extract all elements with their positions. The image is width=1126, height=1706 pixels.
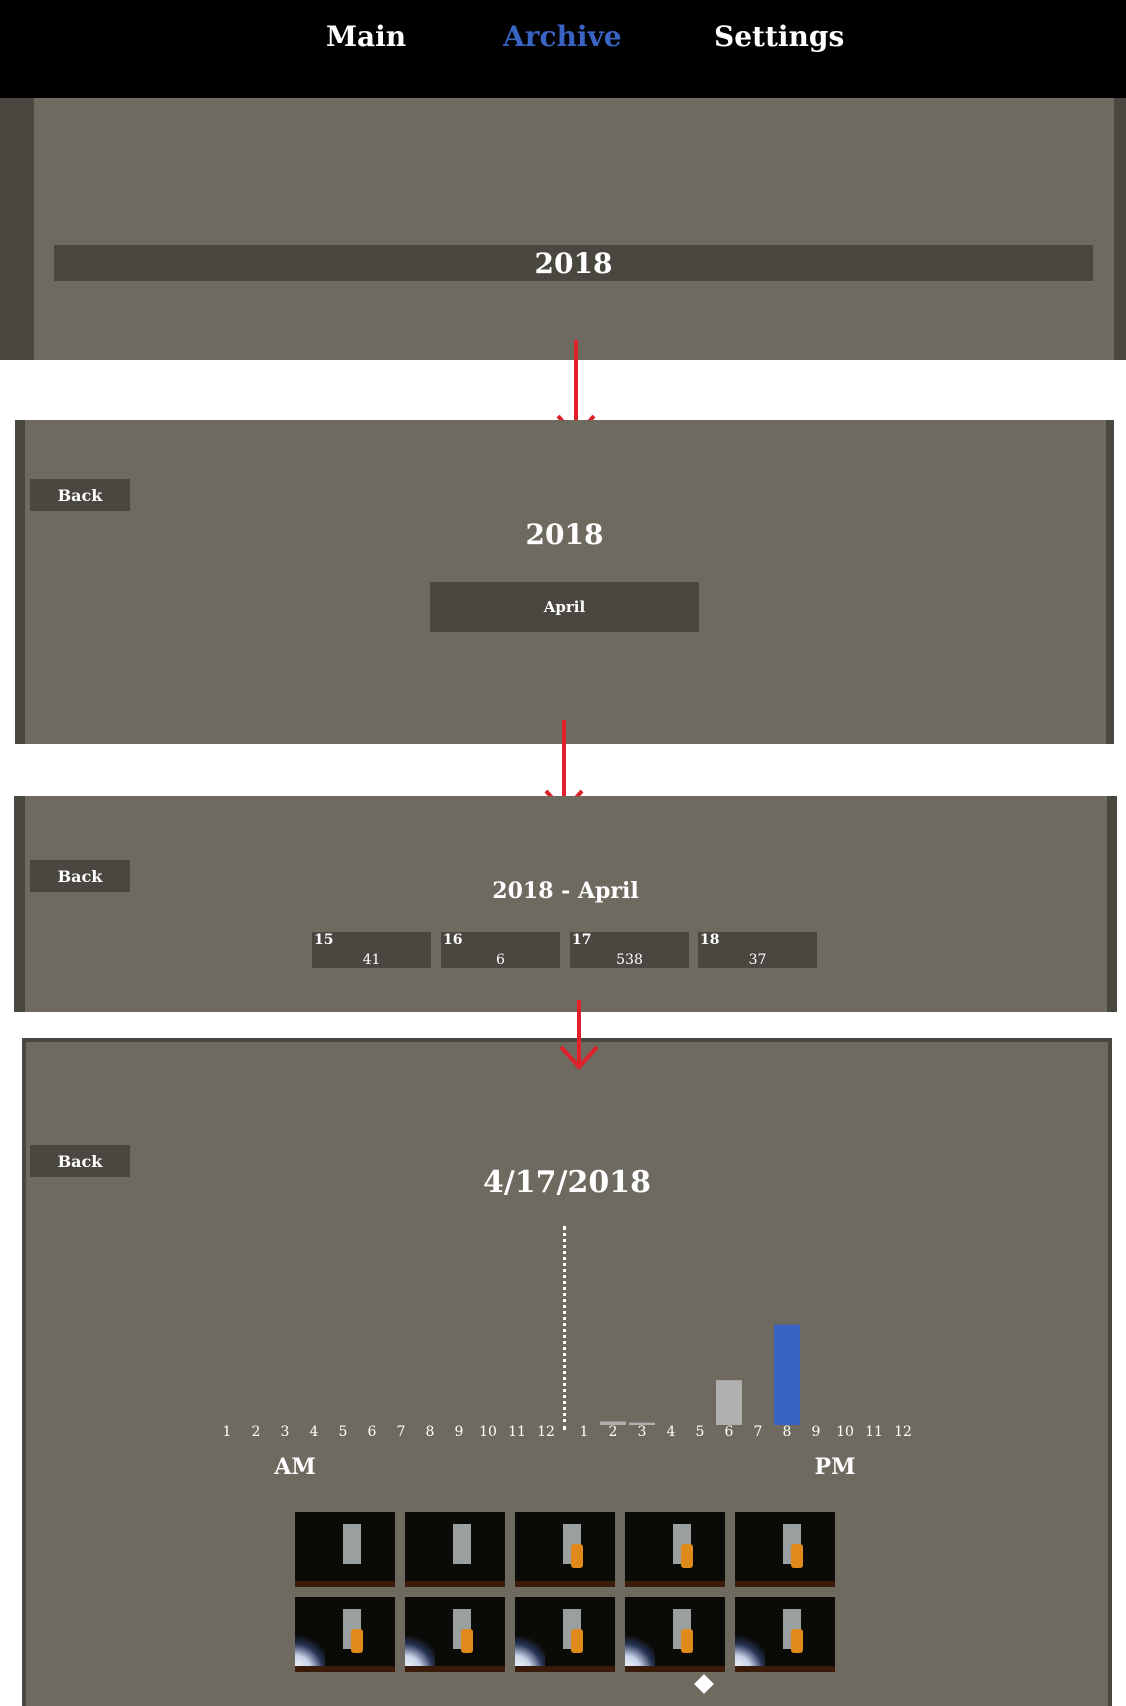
frame-floor-shape (515, 1666, 615, 1672)
frame-glow-shape (351, 1629, 363, 1653)
nav-settings[interactable]: Settings (714, 20, 845, 53)
camera-frame-thumbnail[interactable] (625, 1512, 725, 1587)
back-button[interactable]: Back (30, 1145, 130, 1177)
day-count: 538 (616, 952, 643, 968)
pm-label: PM (814, 1454, 856, 1480)
am-tick-8: 8 (425, 1424, 435, 1440)
panel-edge-right (1114, 98, 1126, 360)
camera-frame-thumbnail[interactable] (625, 1597, 725, 1672)
year-bar-2018[interactable]: 2018 (54, 245, 1093, 281)
am-label: AM (274, 1454, 316, 1480)
hour-histogram (600, 1324, 800, 1425)
frame-glow-shape (571, 1629, 583, 1653)
day-count: 41 (362, 952, 381, 968)
frame-glow-shape (571, 1544, 583, 1568)
am-tick-3: 3 (280, 1424, 290, 1440)
camera-frame-thumbnail[interactable] (735, 1512, 835, 1587)
frame-floor-shape (515, 1581, 615, 1587)
current-time-marker (563, 1226, 566, 1430)
pm-tick-1: 1 (579, 1424, 589, 1440)
camera-frame-thumbnail[interactable] (735, 1597, 835, 1672)
day-cell-15[interactable]: 15 41 (312, 932, 431, 968)
frame-glow-shape (461, 1629, 473, 1653)
panel-edge-right (1107, 796, 1117, 1012)
back-button[interactable]: Back (30, 479, 130, 511)
date-title: 4/17/2018 (482, 1165, 652, 1200)
hour-bar-pm-3[interactable] (629, 1422, 655, 1425)
day-list-panel: Back 2018 - April 15 41 16 6 17 538 18 3… (14, 796, 1117, 1012)
year-list-panel: 2018 (0, 98, 1126, 360)
frame-floor-shape (405, 1666, 505, 1672)
flow-arrow-3 (559, 1000, 599, 1070)
day-count: 6 (496, 952, 505, 968)
nav-main[interactable]: Main (326, 20, 407, 53)
camera-frame-thumbnail[interactable] (295, 1512, 395, 1587)
am-tick-7: 7 (396, 1424, 406, 1440)
back-button[interactable]: Back (30, 860, 130, 892)
top-nav: Main Archive Settings (0, 0, 1126, 98)
am-tick-1: 1 (222, 1424, 232, 1440)
pm-tick-9: 9 (811, 1424, 821, 1440)
pm-tick-3: 3 (637, 1424, 647, 1440)
day-number: 18 (700, 932, 720, 948)
am-tick-12: 12 (537, 1424, 555, 1440)
camera-frame-thumbnail[interactable] (515, 1512, 615, 1587)
camera-frame-thumbnail[interactable] (405, 1512, 505, 1587)
frame-floor-shape (735, 1666, 835, 1672)
frame-floor-shape (625, 1666, 725, 1672)
day-number: 17 (572, 932, 592, 948)
day-number: 15 (314, 932, 334, 948)
frame-glow-shape (791, 1629, 803, 1653)
day-cell-17[interactable]: 17 538 (570, 932, 689, 968)
month-title: 2018 - April (492, 878, 639, 904)
pm-tick-8: 8 (782, 1424, 792, 1440)
pm-tick-5: 5 (695, 1424, 705, 1440)
pm-tick-12: 12 (894, 1424, 912, 1440)
camera-frame-thumbnail[interactable] (405, 1597, 505, 1672)
hour-bar-pm-8[interactable] (774, 1324, 800, 1425)
camera-frame-thumbnail[interactable] (295, 1597, 395, 1672)
am-tick-9: 9 (454, 1424, 464, 1440)
frame-floor-shape (735, 1581, 835, 1587)
pm-tick-7: 7 (753, 1424, 763, 1440)
month-button-april[interactable]: April (430, 582, 699, 632)
am-tick-4: 4 (309, 1424, 319, 1440)
year-title: 2018 (525, 518, 604, 551)
pm-tick-6: 6 (724, 1424, 734, 1440)
frame-floor-shape (405, 1581, 505, 1587)
nav-archive[interactable]: Archive (503, 20, 622, 53)
frame-floor-shape (295, 1666, 395, 1672)
day-detail-panel (22, 1038, 1112, 1706)
frame-floor-shape (295, 1581, 395, 1587)
hour-bar-pm-2[interactable] (600, 1421, 626, 1425)
am-tick-2: 2 (251, 1424, 261, 1440)
frame-glow-shape (791, 1544, 803, 1568)
pm-tick-2: 2 (608, 1424, 618, 1440)
frame-glow-shape (681, 1544, 693, 1568)
day-cell-16[interactable]: 16 6 (441, 932, 560, 968)
panel-edge-left (0, 98, 34, 360)
pm-tick-11: 11 (865, 1424, 883, 1440)
day-number: 16 (443, 932, 463, 948)
day-count: 37 (748, 952, 767, 968)
am-tick-11: 11 (508, 1424, 526, 1440)
frame-glow-shape (681, 1629, 693, 1653)
frame-door-shape (343, 1524, 361, 1564)
hour-bar-pm-6[interactable] (716, 1380, 742, 1425)
month-list-panel: Back 2018 April (15, 420, 1114, 744)
frame-door-shape (453, 1524, 471, 1564)
am-tick-6: 6 (367, 1424, 377, 1440)
panel-edge-left (15, 420, 25, 744)
panel-edge-left (14, 796, 25, 1012)
camera-frame-thumbnail[interactable] (515, 1597, 615, 1672)
day-cell-18[interactable]: 18 37 (698, 932, 817, 968)
frame-floor-shape (625, 1581, 725, 1587)
pm-tick-10: 10 (836, 1424, 854, 1440)
am-tick-10: 10 (479, 1424, 497, 1440)
am-tick-5: 5 (338, 1424, 348, 1440)
pm-tick-4: 4 (666, 1424, 676, 1440)
panel-edge-right (1106, 420, 1114, 744)
